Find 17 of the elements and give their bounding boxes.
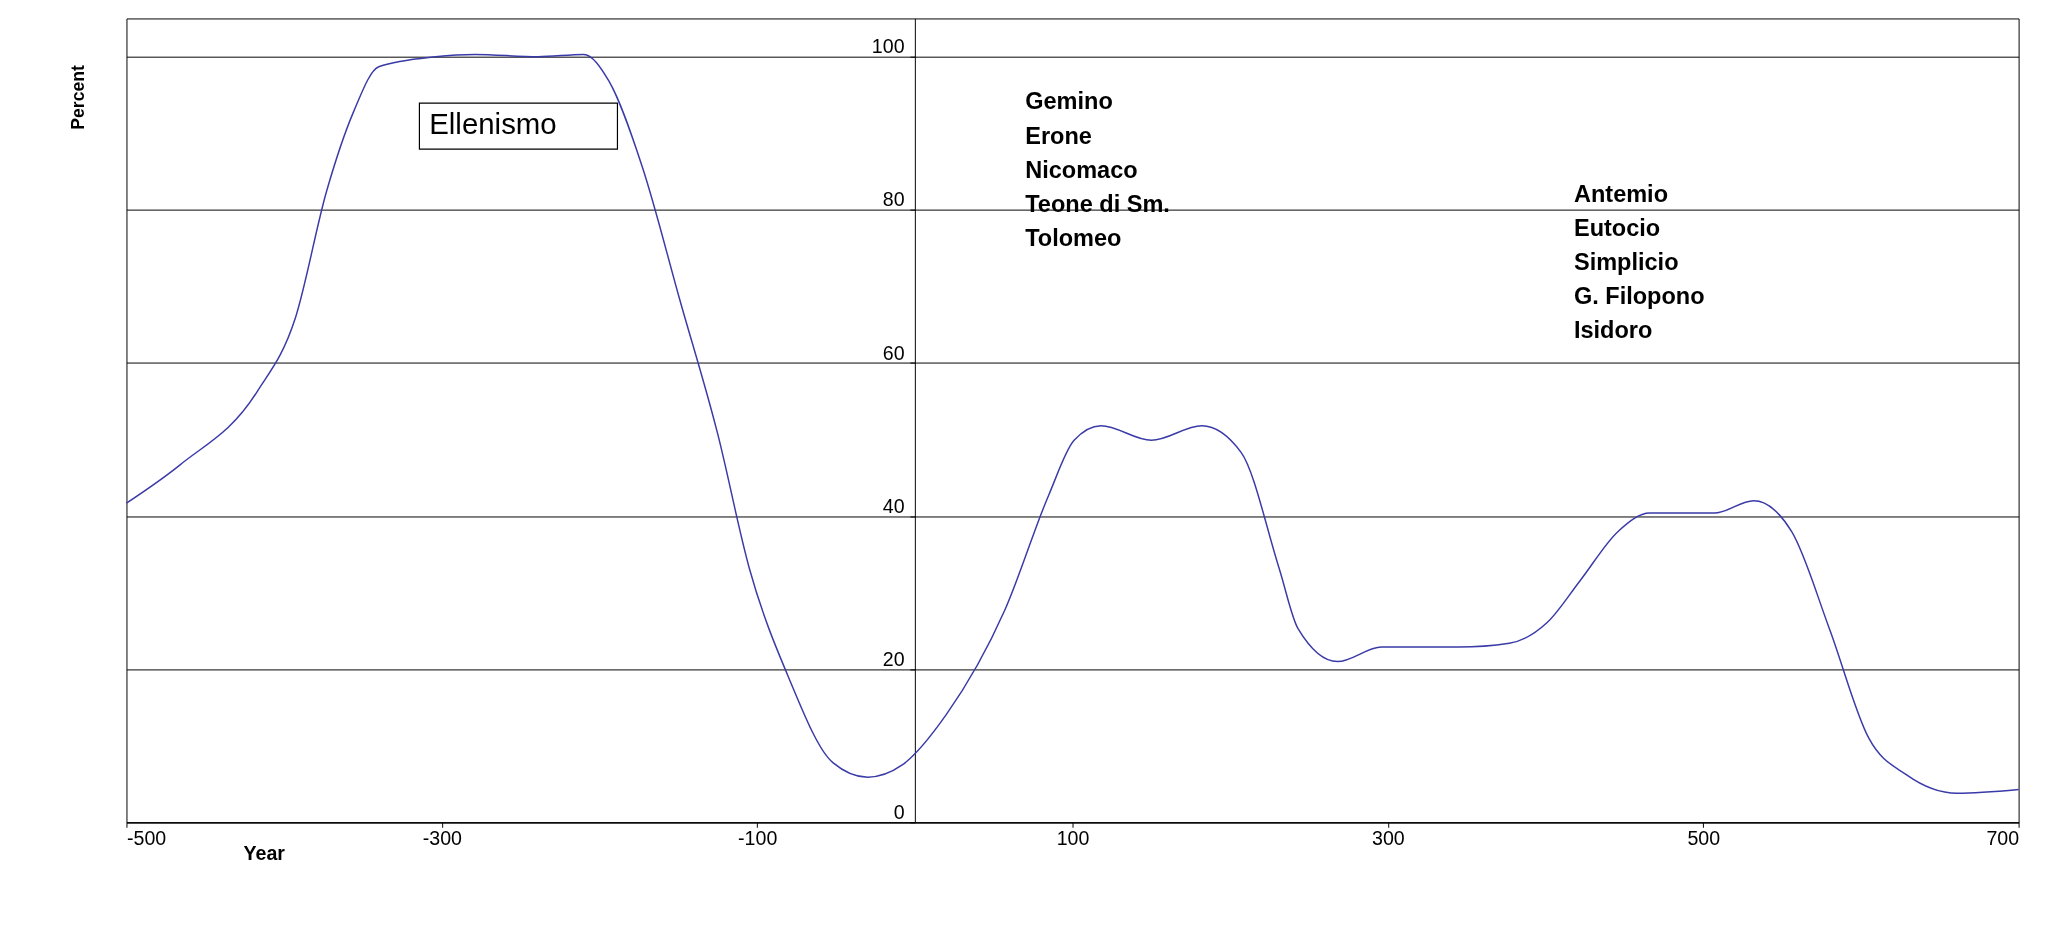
y-tick-label: 0 <box>893 800 905 823</box>
y-tick-label: 40 <box>882 494 905 517</box>
annotation: Ellenismo <box>429 107 557 141</box>
y-tick-label: 100 <box>871 35 905 58</box>
x-axis-title: Year <box>243 842 286 865</box>
x-tick-label: 300 <box>1372 827 1405 850</box>
x-tick-label: -100 <box>738 827 778 850</box>
x-tick-label: 500 <box>1687 827 1721 850</box>
x-tick-label: 700 <box>1986 827 2020 850</box>
x-tick-label: -300 <box>422 827 463 850</box>
y-tick-label: 80 <box>882 188 905 211</box>
y-tick-label: 20 <box>882 647 905 670</box>
x-tick-label: -500 <box>126 827 167 850</box>
x-tick-label: 100 <box>1056 827 1090 850</box>
y-axis-title: Percent <box>67 64 88 130</box>
y-tick-label: 60 <box>882 341 905 364</box>
annotation: Antemio Eutocio Simplicio G. Filopono Isidoro <box>1573 180 1705 344</box>
